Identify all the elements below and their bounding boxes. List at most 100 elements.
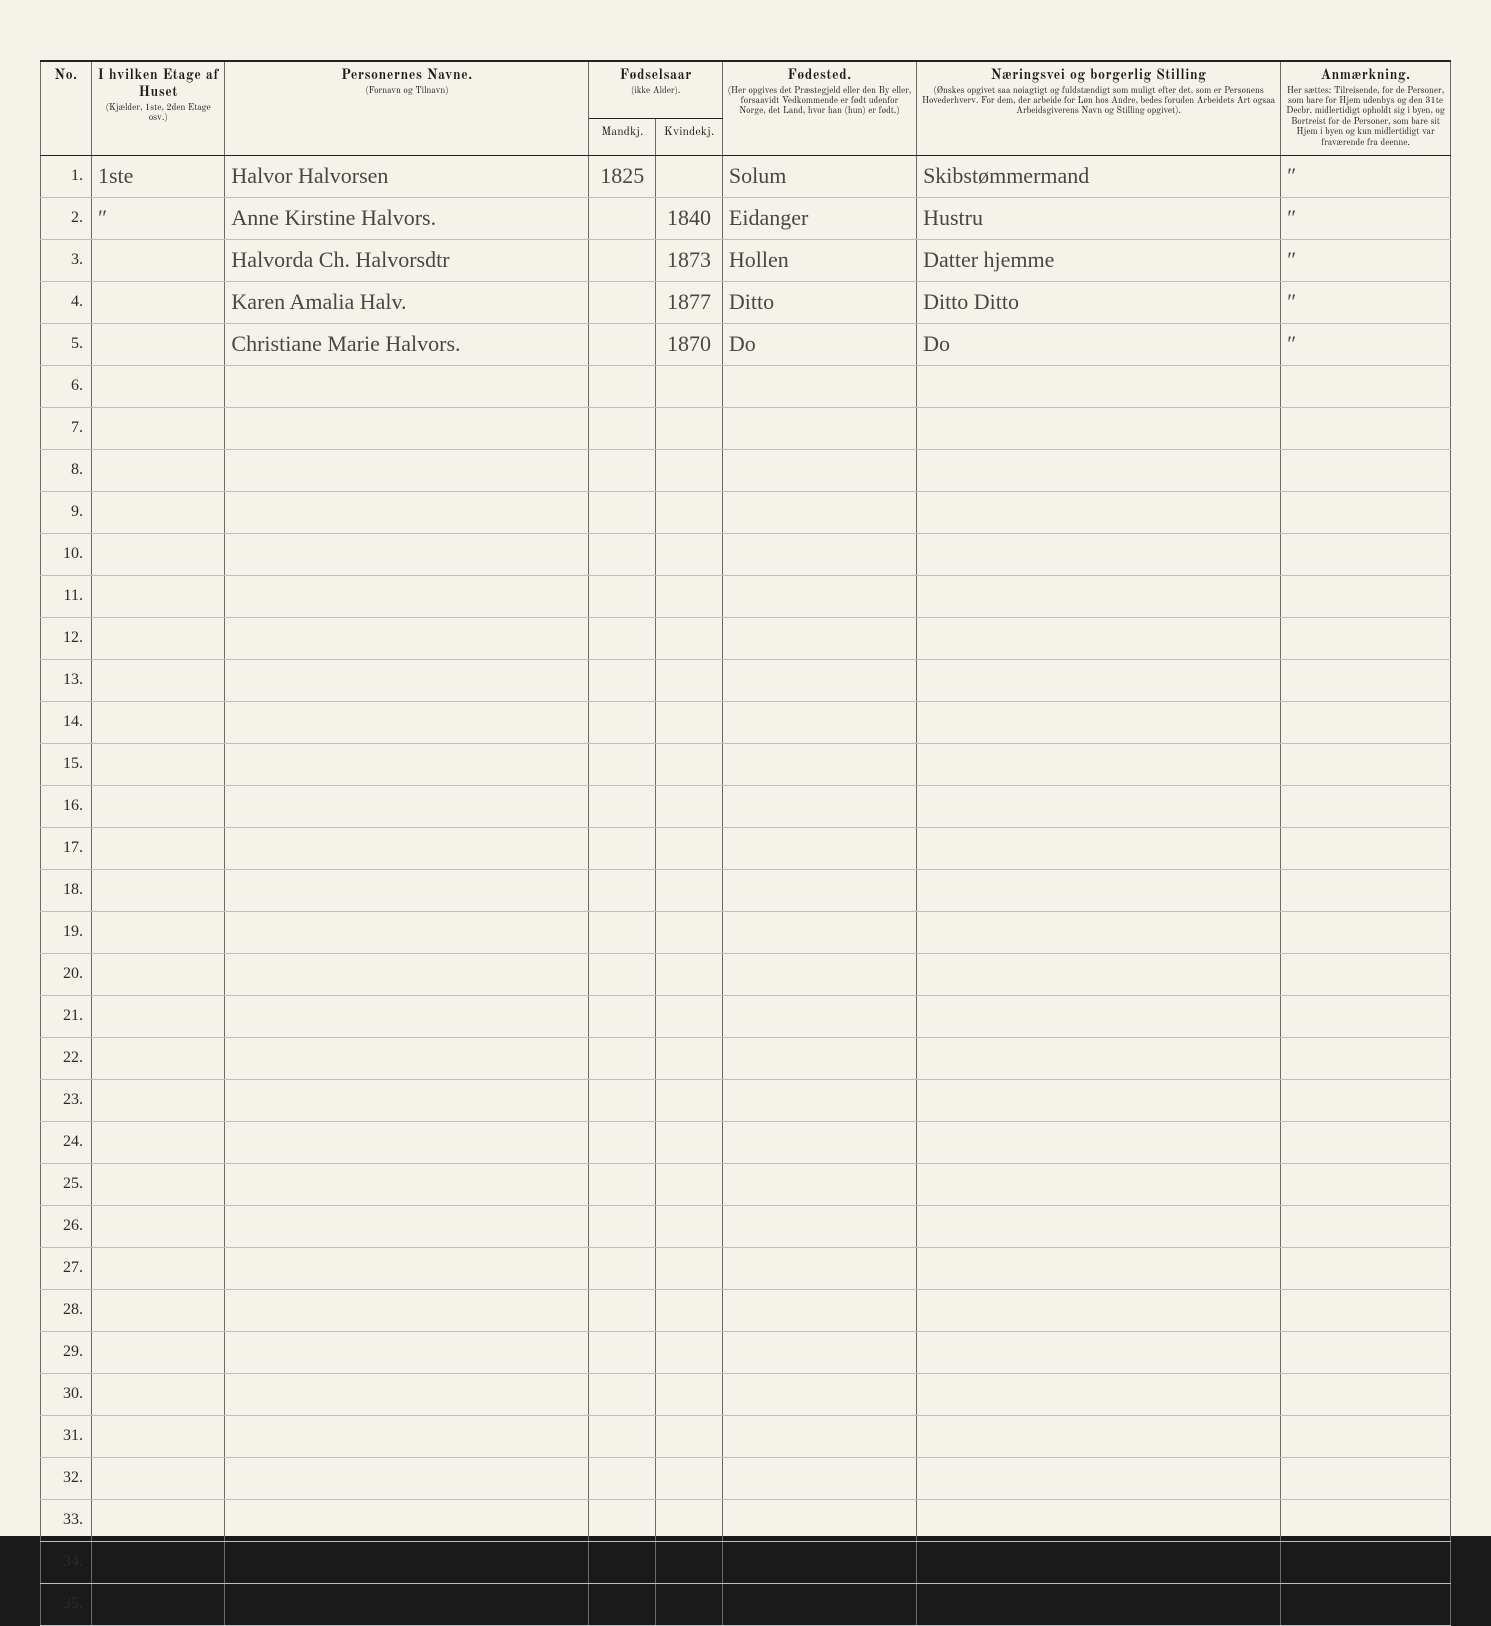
cell-remark [1281, 617, 1451, 659]
table-row: 28. [41, 1289, 1451, 1331]
cell-name [225, 575, 589, 617]
cell-name [225, 617, 589, 659]
cell-name [225, 1499, 589, 1541]
cell-remark [1281, 1457, 1451, 1499]
cell-etage: ″ [91, 197, 224, 239]
cell-year-male [589, 743, 656, 785]
hdr-anm: Anmærkning. Her sættes: Tilreisende, for… [1281, 62, 1451, 155]
cell-etage [91, 1457, 224, 1499]
table-row: 25. [41, 1163, 1451, 1205]
cell-birthplace [722, 1205, 916, 1247]
cell-year-male [589, 1205, 656, 1247]
cell-birthplace [722, 785, 916, 827]
cell-etage [91, 239, 224, 281]
cell-no: 32. [41, 1457, 92, 1499]
cell-occupation [917, 1415, 1281, 1457]
cell-occupation [917, 533, 1281, 575]
cell-no: 31. [41, 1415, 92, 1457]
table-row: 29. [41, 1331, 1451, 1373]
cell-birthplace [722, 365, 916, 407]
cell-year-female: 1840 [656, 197, 723, 239]
cell-year-male [589, 1163, 656, 1205]
cell-no: 25. [41, 1163, 92, 1205]
cell-remark: ″ [1281, 197, 1451, 239]
hdr-year-m: Mandkj. [589, 118, 656, 155]
cell-remark [1281, 1163, 1451, 1205]
table-row: 13. [41, 659, 1451, 701]
cell-occupation [917, 1079, 1281, 1121]
cell-year-female [656, 1583, 723, 1625]
cell-year-female: 1877 [656, 281, 723, 323]
table-row: 1.1steHalvor Halvorsen1825SolumSkibstømm… [41, 155, 1451, 197]
hdr-anm-main: Anmærkning. [1285, 68, 1446, 85]
cell-year-male [589, 617, 656, 659]
cell-year-female [656, 827, 723, 869]
cell-etage [91, 995, 224, 1037]
cell-name [225, 911, 589, 953]
cell-year-male [589, 407, 656, 449]
cell-occupation [917, 911, 1281, 953]
hdr-sted-main: Fødested. [727, 68, 912, 85]
cell-etage [91, 1541, 224, 1583]
cell-occupation [917, 407, 1281, 449]
census-ledger-page: No. I hvilken Etage af Huset (Kjælder, 1… [0, 0, 1491, 1536]
cell-remark [1281, 701, 1451, 743]
cell-etage [91, 659, 224, 701]
cell-birthplace [722, 1163, 916, 1205]
cell-name [225, 1037, 589, 1079]
cell-year-female [656, 1205, 723, 1247]
cell-year-male [589, 491, 656, 533]
cell-no: 29. [41, 1331, 92, 1373]
cell-etage [91, 491, 224, 533]
cell-etage [91, 1163, 224, 1205]
hdr-still-main: Næringsvei og borgerlig Stilling [921, 68, 1276, 85]
cell-year-male [589, 1499, 656, 1541]
cell-no: 9. [41, 491, 92, 533]
cell-birthplace [722, 1331, 916, 1373]
cell-birthplace [722, 1079, 916, 1121]
cell-no: 23. [41, 1079, 92, 1121]
cell-year-male [589, 995, 656, 1037]
cell-year-male [589, 1289, 656, 1331]
census-table: No. I hvilken Etage af Huset (Kjælder, 1… [40, 62, 1451, 1626]
cell-birthplace [722, 407, 916, 449]
cell-occupation [917, 1163, 1281, 1205]
cell-no: 13. [41, 659, 92, 701]
cell-year-male [589, 197, 656, 239]
cell-etage [91, 1331, 224, 1373]
hdr-stilling: Næringsvei og borgerlig Stilling (Ønskes… [917, 62, 1281, 155]
cell-occupation: Ditto Ditto [917, 281, 1281, 323]
cell-occupation [917, 491, 1281, 533]
cell-year-female [656, 1499, 723, 1541]
cell-etage [91, 743, 224, 785]
cell-no: 19. [41, 911, 92, 953]
cell-occupation [917, 659, 1281, 701]
cell-birthplace: Hollen [722, 239, 916, 281]
cell-year-female [656, 953, 723, 995]
hdr-still-sub: (Ønskes opgivet saa nøiagtigt og fuldstæ… [921, 87, 1276, 118]
cell-no: 28. [41, 1289, 92, 1331]
cell-remark [1281, 1541, 1451, 1583]
cell-etage [91, 953, 224, 995]
cell-name [225, 869, 589, 911]
hdr-sted-sub: (Her opgives det Præstegjeld eller den B… [727, 87, 912, 118]
cell-year-female [656, 1121, 723, 1163]
cell-occupation [917, 827, 1281, 869]
cell-year-female [656, 1373, 723, 1415]
cell-no: 33. [41, 1499, 92, 1541]
table-row: 3.Halvorda Ch. Halvorsdtr1873HollenDatte… [41, 239, 1451, 281]
table-row: 34. [41, 1541, 1451, 1583]
cell-birthplace: Ditto [722, 281, 916, 323]
cell-no: 34. [41, 1541, 92, 1583]
table-row: 21. [41, 995, 1451, 1037]
table-row: 10. [41, 533, 1451, 575]
table-row: 18. [41, 869, 1451, 911]
hdr-year-k: Kvindekj. [656, 118, 723, 155]
hdr-name-main: Personernes Navne. [229, 68, 584, 85]
cell-occupation [917, 1541, 1281, 1583]
cell-year-female [656, 701, 723, 743]
cell-remark [1281, 449, 1451, 491]
cell-name: Christiane Marie Halvors. [225, 323, 589, 365]
cell-etage [91, 617, 224, 659]
cell-year-female [656, 617, 723, 659]
